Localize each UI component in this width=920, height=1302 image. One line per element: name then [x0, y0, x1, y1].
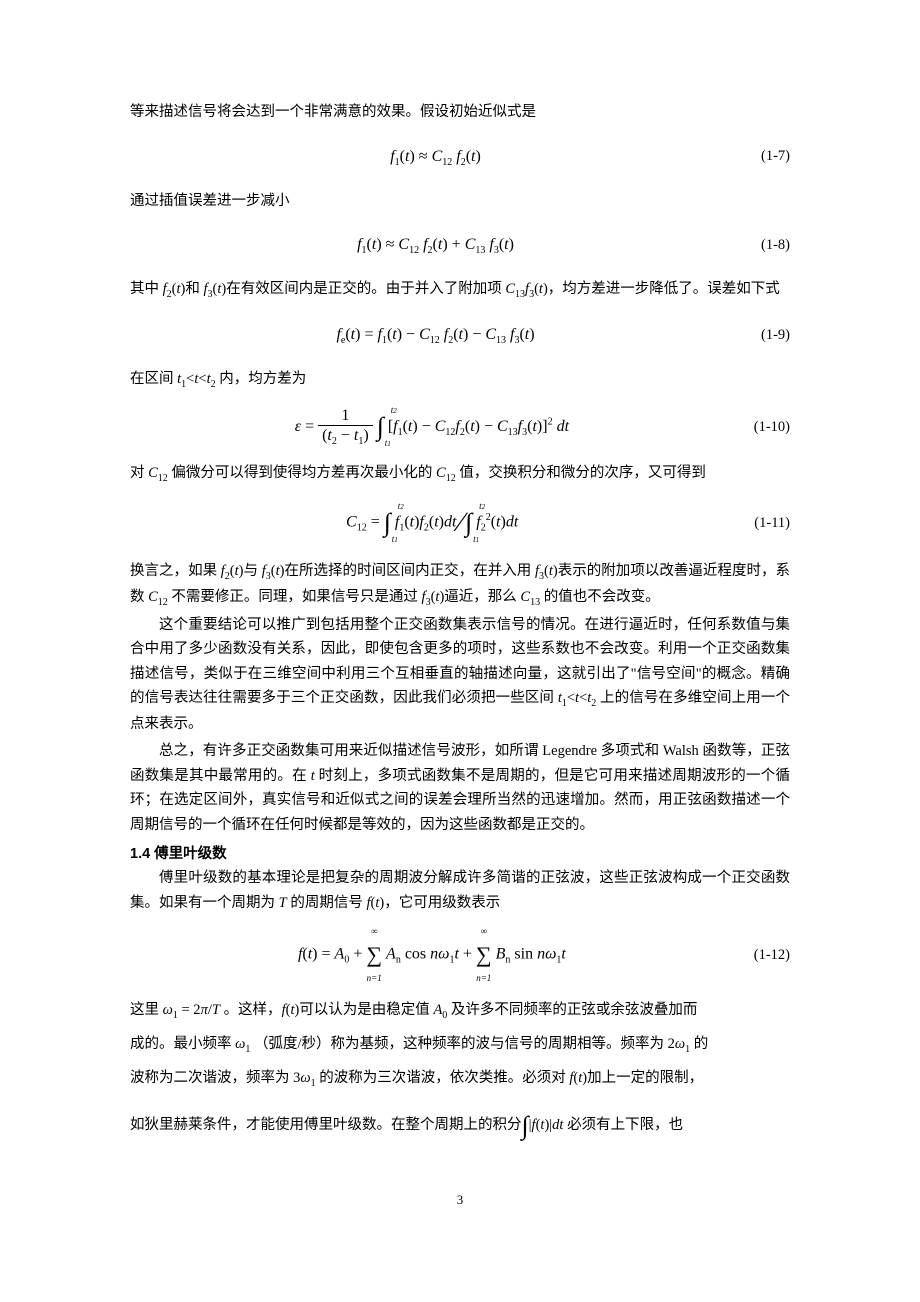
paragraph-12: 波称为二次谐波，频率为 3ω1 的波称为三次谐波，依次类推。必须对 f(t)加上… — [130, 1063, 790, 1095]
paragraph-4: 在区间 t1<t<t2 内，均方差为 — [130, 367, 790, 393]
paragraph-1: 等来描述信号将会达到一个非常满意的效果。假设初始近似式是 — [130, 100, 790, 125]
eq-number: (1-8) — [741, 233, 790, 258]
equation-1-11: C12 = ∫t2t1 f1(t)f2(t)dt ∕ ∫t2t1 f22(t)d… — [130, 499, 790, 547]
paragraph-10: 这里 ω1 = 2π/T 。这样，f(t)可以认为是由稳定值 A0 及许多不同频… — [130, 995, 790, 1027]
paragraph-13: 如狄里赫莱条件，才能使用傅里叶级数。在整个周期上的积分∫|f(t)|dt 必须有… — [130, 1097, 790, 1154]
equation-1-10: ε = 1(t2 − t1) ∫t2t1 [f1(t) − C12f2(t) −… — [130, 405, 790, 449]
section-heading-1-4: 1.4 傅里叶级数 — [130, 842, 790, 867]
equation-1-7: f1(t) ≈ C12 f2(t) (1-7) — [130, 137, 790, 177]
paragraph-8: 总之，有许多正交函数集可用来近似描述信号波形，如所谓 Legendre 多项式和… — [130, 739, 790, 838]
equation-1-9: fe(t) = f1(t) − C12 f2(t) − C13 f3(t) (1… — [130, 315, 790, 355]
paragraph-6: 换言之，如果 f2(t)与 f3(t)在所选择的时间区间内正交，在并入用 f3(… — [130, 559, 790, 611]
eq-number: (1-9) — [741, 323, 790, 348]
paragraph-2: 通过插值误差进一步减小 — [130, 189, 790, 214]
paragraph-5: 对 C12 偏微分可以得到使得均方差再次最小化的 C12 值，交换积分和微分的次… — [130, 461, 790, 487]
eq-number: (1-10) — [734, 415, 790, 440]
eq-number: (1-12) — [734, 943, 790, 968]
eq-number: (1-11) — [734, 511, 790, 536]
paragraph-9: 傅里叶级数的基本理论是把复杂的周期波分解成许多简谐的正弦波，这些正弦波构成一个正… — [130, 866, 790, 915]
paragraph-7: 这个重要结论可以推广到包括用整个正交函数集表示信号的情况。在进行逼近时，任何系数… — [130, 613, 790, 737]
equation-1-12: f(t) = A0 + ∞∑n=1 An cos nω1t + ∞∑n=1 Bn… — [130, 927, 790, 982]
eq-number: (1-7) — [741, 144, 790, 169]
equation-1-8: f1(t) ≈ C12 f2(t) + C13 f3(t) (1-8) — [130, 225, 790, 265]
paragraph-11: 成的。最小频率 ω1 （弧度/秒）称为基频，这种频率的波与信号的周期相等。频率为… — [130, 1029, 790, 1061]
paragraph-3: 其中 f2(t)和 f3(t)在有效区间内是正交的。由于并入了附加项 C13f3… — [130, 277, 790, 303]
page-number: 3 — [130, 1189, 790, 1211]
